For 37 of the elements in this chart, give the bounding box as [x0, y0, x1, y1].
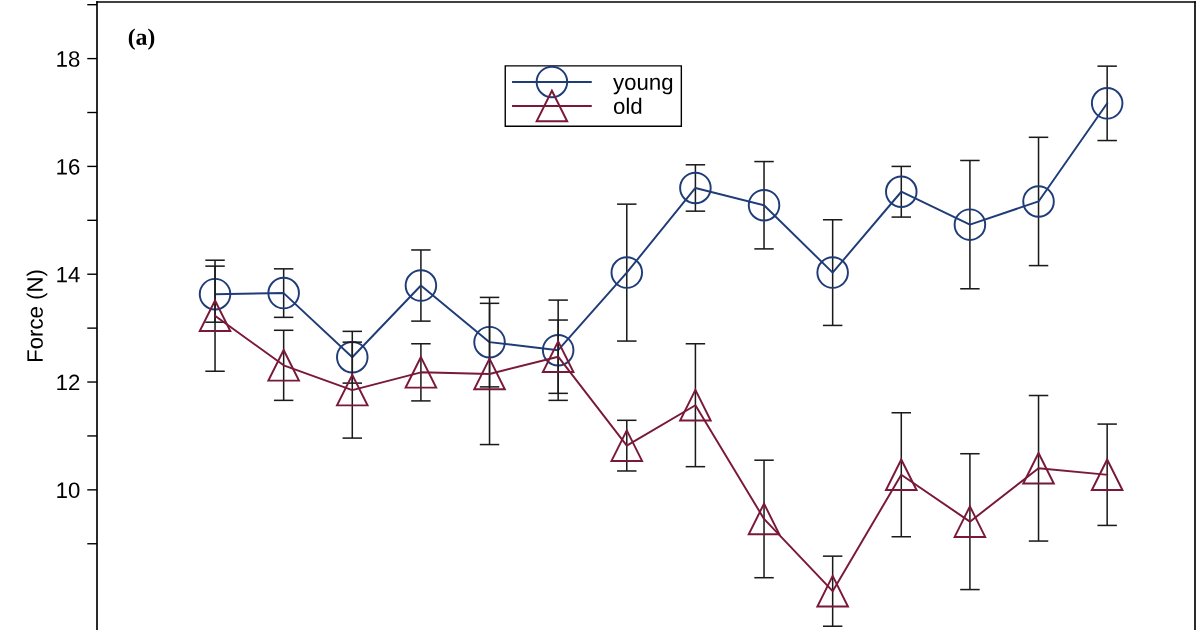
legend-label: old: [613, 97, 642, 115]
point: [473, 357, 506, 391]
legend-label: young: [613, 77, 673, 95]
point: [953, 505, 987, 538]
y-tick-label: 12: [57, 374, 80, 391]
point: [679, 171, 712, 205]
text: (a): [128, 28, 155, 50]
point: [336, 373, 369, 407]
point: [198, 299, 232, 332]
point: [267, 349, 300, 382]
y-tick-label: 16: [57, 158, 80, 175]
point: [1090, 458, 1124, 491]
point: [404, 269, 438, 302]
point: [747, 502, 781, 536]
point: [198, 277, 232, 311]
point: [885, 458, 918, 491]
y-tick-label: 18: [57, 51, 80, 67]
point: [816, 574, 849, 608]
point: [1022, 185, 1055, 218]
point: [610, 256, 644, 289]
point: [336, 340, 369, 374]
y-axis-title: Force (N): [26, 270, 48, 362]
point: [541, 340, 575, 373]
point: [404, 356, 438, 389]
point: [1090, 87, 1124, 120]
point: [679, 388, 712, 422]
point: [610, 429, 644, 462]
point: [953, 208, 987, 241]
point: [816, 256, 849, 289]
point: [541, 333, 575, 367]
point: [885, 175, 918, 208]
point: [1022, 452, 1055, 485]
point: [267, 276, 300, 310]
y-tick-label: 10: [57, 482, 80, 499]
y-tick-label: 14: [57, 266, 80, 283]
point: [747, 188, 781, 222]
point: [473, 325, 506, 359]
